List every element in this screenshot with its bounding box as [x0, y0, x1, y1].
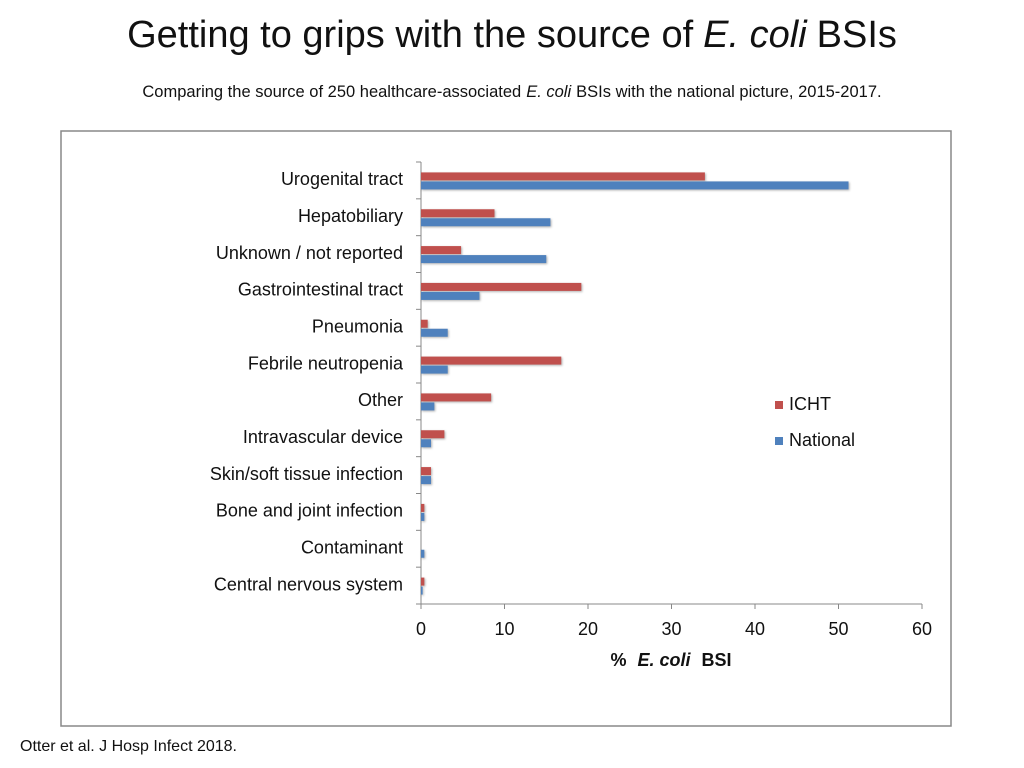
subtitle-text: BSIs with the national picture, 2015-201…: [576, 83, 882, 101]
bar: [421, 512, 425, 521]
category-label: Contaminant: [301, 538, 403, 558]
legend-label: National: [789, 430, 855, 450]
bar: [421, 218, 551, 227]
category-label: Skin/soft tissue infection: [210, 464, 403, 484]
x-tick-label: 40: [745, 619, 765, 639]
x-tick-label: 30: [661, 619, 681, 639]
category-label: Other: [358, 390, 403, 410]
title-italic: E. coli: [703, 14, 807, 56]
bar: [421, 356, 562, 365]
x-axis-label: % E. coli BSI: [610, 650, 731, 670]
bar: [421, 549, 425, 558]
bar: [421, 439, 432, 448]
x-tick-label: 20: [578, 619, 598, 639]
bar: [421, 209, 495, 218]
bar: [421, 328, 448, 337]
bar: [421, 476, 432, 485]
bar: [421, 467, 432, 476]
bar: [421, 255, 547, 264]
category-label: Bone and joint infection: [216, 501, 403, 521]
subtitle-text: Comparing the source of 250 healthcare-a…: [142, 83, 522, 101]
bar: [421, 291, 480, 300]
x-tick-label: 50: [828, 619, 848, 639]
x-tick-label: 0: [416, 619, 426, 639]
footnote: Otter et al. J Hosp Infect 2018.: [20, 738, 237, 755]
category-label: Gastrointestinal tract: [238, 280, 403, 300]
category-label: Central nervous system: [214, 574, 403, 594]
subtitle-italic: E. coli: [526, 83, 572, 101]
x-axis-label-part: %: [610, 650, 626, 670]
category-label: Hepatobiliary: [298, 206, 403, 226]
x-tick-label: 10: [494, 619, 514, 639]
x-axis-label-part: E. coli: [637, 650, 691, 670]
bar: [421, 402, 435, 411]
category-label: Unknown / not reported: [216, 243, 403, 263]
bar: [421, 365, 448, 374]
category-label: Pneumonia: [312, 317, 404, 337]
title: Getting to grips with the source of E. c…: [0, 14, 1024, 57]
bar: [421, 430, 445, 439]
bar: [421, 503, 425, 512]
bar: [421, 181, 849, 190]
category-label: Intravascular device: [243, 427, 403, 447]
category-label: Urogenital tract: [281, 169, 403, 189]
bar: [421, 577, 425, 586]
subtitle: Comparing the source of 250 healthcare-a…: [0, 83, 1024, 102]
legend-label: ICHT: [789, 394, 831, 414]
x-tick-label: 60: [912, 619, 932, 639]
bar: [421, 246, 462, 255]
bar: [421, 172, 705, 181]
category-label: Febrile neutropenia: [248, 353, 404, 373]
title-text: BSIs: [816, 14, 897, 56]
bar: [421, 393, 492, 402]
bar: [421, 319, 428, 328]
legend-swatch: [775, 437, 783, 445]
legend-swatch: [775, 401, 783, 409]
x-axis-label-part: BSI: [702, 650, 732, 670]
chart-frame: [60, 130, 952, 727]
bar: [421, 586, 423, 595]
title-text: Getting to grips with the source of: [127, 14, 694, 56]
bar: [421, 282, 582, 291]
